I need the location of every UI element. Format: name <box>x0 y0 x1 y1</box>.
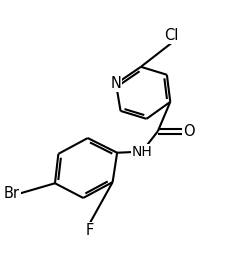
Text: Cl: Cl <box>164 28 179 43</box>
Text: Br: Br <box>4 186 20 201</box>
Text: O: O <box>183 124 194 139</box>
Text: NH: NH <box>132 144 152 159</box>
Text: F: F <box>86 223 94 238</box>
Text: N: N <box>111 76 121 91</box>
